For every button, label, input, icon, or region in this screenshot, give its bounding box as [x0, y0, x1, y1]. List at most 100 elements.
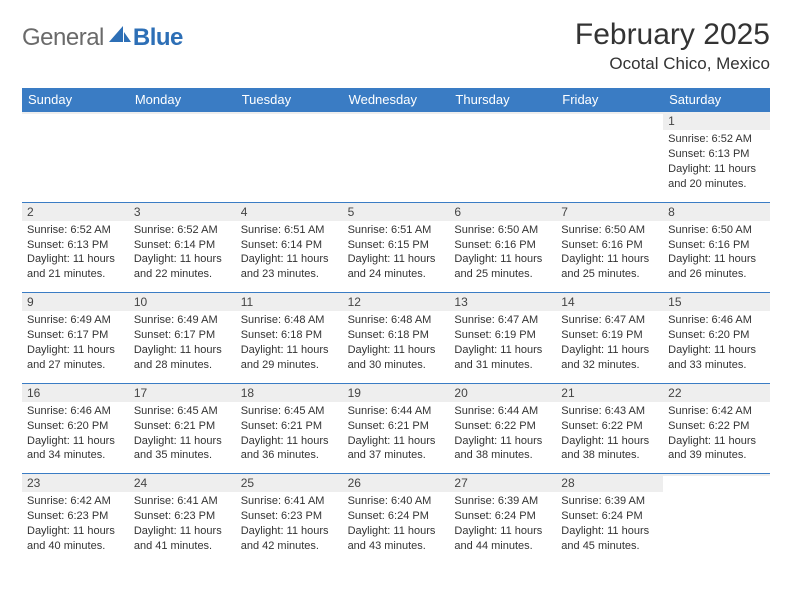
day-detail-line: Daylight: 11 hours and 30 minutes.	[348, 343, 445, 373]
day-number: 25	[236, 474, 343, 492]
logo-text-blue: Blue	[133, 24, 183, 52]
day-cell: 2Sunrise: 6:52 AMSunset: 6:13 PMDaylight…	[22, 203, 129, 293]
day-number: 8	[663, 203, 770, 221]
day-number	[22, 112, 129, 114]
day-number: 20	[449, 384, 556, 402]
day-detail-line: Daylight: 11 hours and 33 minutes.	[668, 343, 765, 373]
location: Ocotal Chico, Mexico	[575, 54, 770, 74]
day-detail-line: Daylight: 11 hours and 22 minutes.	[134, 252, 231, 282]
day-detail-line: Daylight: 11 hours and 25 minutes.	[454, 252, 551, 282]
day-detail-line: Sunrise: 6:50 AM	[561, 223, 658, 238]
day-detail-line: Daylight: 11 hours and 39 minutes.	[668, 434, 765, 464]
day-detail-line: Daylight: 11 hours and 21 minutes.	[27, 252, 124, 282]
day-cell: 19Sunrise: 6:44 AMSunset: 6:21 PMDayligh…	[343, 384, 450, 474]
day-detail-line: Sunrise: 6:43 AM	[561, 404, 658, 419]
day-detail-line: Sunset: 6:16 PM	[561, 238, 658, 253]
day-number: 17	[129, 384, 236, 402]
day-number	[663, 474, 770, 476]
day-detail-line: Sunset: 6:22 PM	[668, 419, 765, 434]
day-cell: 8Sunrise: 6:50 AMSunset: 6:16 PMDaylight…	[663, 203, 770, 293]
day-detail-line: Sunrise: 6:48 AM	[241, 313, 338, 328]
day-cell: 6Sunrise: 6:50 AMSunset: 6:16 PMDaylight…	[449, 203, 556, 293]
day-detail-line: Sunrise: 6:52 AM	[668, 132, 765, 147]
day-cell: 22Sunrise: 6:42 AMSunset: 6:22 PMDayligh…	[663, 384, 770, 474]
weekday-tuesday: Tuesday	[236, 88, 343, 111]
day-number: 22	[663, 384, 770, 402]
day-detail-line: Daylight: 11 hours and 38 minutes.	[454, 434, 551, 464]
day-detail-line: Sunset: 6:23 PM	[27, 509, 124, 524]
day-cell: 15Sunrise: 6:46 AMSunset: 6:20 PMDayligh…	[663, 293, 770, 383]
week-row: 23Sunrise: 6:42 AMSunset: 6:23 PMDayligh…	[22, 473, 770, 564]
day-number: 27	[449, 474, 556, 492]
day-cell: 4Sunrise: 6:51 AMSunset: 6:14 PMDaylight…	[236, 203, 343, 293]
day-cell: 5Sunrise: 6:51 AMSunset: 6:15 PMDaylight…	[343, 203, 450, 293]
day-detail-line: Daylight: 11 hours and 31 minutes.	[454, 343, 551, 373]
day-detail-line: Sunset: 6:20 PM	[668, 328, 765, 343]
day-number: 19	[343, 384, 450, 402]
day-detail-line: Daylight: 11 hours and 44 minutes.	[454, 524, 551, 554]
day-number: 13	[449, 293, 556, 311]
day-detail-line: Sunset: 6:22 PM	[561, 419, 658, 434]
day-detail-line: Sunset: 6:13 PM	[668, 147, 765, 162]
day-number: 28	[556, 474, 663, 492]
day-detail-line: Sunrise: 6:40 AM	[348, 494, 445, 509]
day-detail-line: Daylight: 11 hours and 38 minutes.	[561, 434, 658, 464]
day-detail-line: Sunrise: 6:44 AM	[348, 404, 445, 419]
day-detail-line: Sunrise: 6:44 AM	[454, 404, 551, 419]
day-number: 24	[129, 474, 236, 492]
day-detail-line: Sunset: 6:24 PM	[454, 509, 551, 524]
day-detail-line: Sunrise: 6:49 AM	[134, 313, 231, 328]
day-detail-line: Sunset: 6:17 PM	[134, 328, 231, 343]
month-title: February 2025	[575, 18, 770, 52]
weekday-header-row: SundayMondayTuesdayWednesdayThursdayFrid…	[22, 88, 770, 111]
day-detail-line: Sunset: 6:14 PM	[241, 238, 338, 253]
day-detail-line: Sunset: 6:14 PM	[134, 238, 231, 253]
day-detail-line: Sunrise: 6:50 AM	[454, 223, 551, 238]
day-number	[449, 112, 556, 114]
day-detail-line: Sunset: 6:24 PM	[348, 509, 445, 524]
day-detail-line: Daylight: 11 hours and 24 minutes.	[348, 252, 445, 282]
day-detail-line: Sunset: 6:16 PM	[668, 238, 765, 253]
day-detail-line: Sunset: 6:19 PM	[561, 328, 658, 343]
day-cell: 26Sunrise: 6:40 AMSunset: 6:24 PMDayligh…	[343, 474, 450, 564]
day-detail-line: Sunrise: 6:45 AM	[241, 404, 338, 419]
day-detail-line: Daylight: 11 hours and 36 minutes.	[241, 434, 338, 464]
day-cell-empty	[449, 112, 556, 202]
day-detail-line: Sunrise: 6:51 AM	[241, 223, 338, 238]
day-detail-line: Sunset: 6:23 PM	[241, 509, 338, 524]
week-row: 16Sunrise: 6:46 AMSunset: 6:20 PMDayligh…	[22, 383, 770, 474]
day-number: 23	[22, 474, 129, 492]
day-detail-line: Sunset: 6:18 PM	[241, 328, 338, 343]
calendar: SundayMondayTuesdayWednesdayThursdayFrid…	[22, 88, 770, 564]
day-number: 3	[129, 203, 236, 221]
day-detail-line: Daylight: 11 hours and 28 minutes.	[134, 343, 231, 373]
day-detail-line: Daylight: 11 hours and 27 minutes.	[27, 343, 124, 373]
day-number: 1	[663, 112, 770, 130]
day-detail-line: Sunrise: 6:46 AM	[668, 313, 765, 328]
day-detail-line: Daylight: 11 hours and 45 minutes.	[561, 524, 658, 554]
day-number: 18	[236, 384, 343, 402]
day-cell: 10Sunrise: 6:49 AMSunset: 6:17 PMDayligh…	[129, 293, 236, 383]
day-detail-line: Daylight: 11 hours and 40 minutes.	[27, 524, 124, 554]
day-number: 7	[556, 203, 663, 221]
day-number: 14	[556, 293, 663, 311]
day-detail-line: Sunset: 6:21 PM	[134, 419, 231, 434]
day-detail-line: Daylight: 11 hours and 20 minutes.	[668, 162, 765, 192]
day-detail-line: Daylight: 11 hours and 42 minutes.	[241, 524, 338, 554]
day-detail-line: Sunrise: 6:42 AM	[27, 494, 124, 509]
day-cell: 16Sunrise: 6:46 AMSunset: 6:20 PMDayligh…	[22, 384, 129, 474]
day-cell: 18Sunrise: 6:45 AMSunset: 6:21 PMDayligh…	[236, 384, 343, 474]
day-number	[343, 112, 450, 114]
day-cell: 12Sunrise: 6:48 AMSunset: 6:18 PMDayligh…	[343, 293, 450, 383]
day-detail-line: Sunrise: 6:52 AM	[134, 223, 231, 238]
day-detail-line: Sunset: 6:23 PM	[134, 509, 231, 524]
weekday-friday: Friday	[556, 88, 663, 111]
weekday-sunday: Sunday	[22, 88, 129, 111]
day-cell: 28Sunrise: 6:39 AMSunset: 6:24 PMDayligh…	[556, 474, 663, 564]
day-detail-line: Daylight: 11 hours and 25 minutes.	[561, 252, 658, 282]
day-detail-line: Daylight: 11 hours and 29 minutes.	[241, 343, 338, 373]
week-row: 1 Sunrise: 6:52 AMSunset: 6:13 PMDaylight…	[22, 111, 770, 202]
day-cell: 13Sunrise: 6:47 AMSunset: 6:19 PMDayligh…	[449, 293, 556, 383]
logo: General Blue	[22, 18, 183, 52]
day-cell-empty	[663, 474, 770, 564]
